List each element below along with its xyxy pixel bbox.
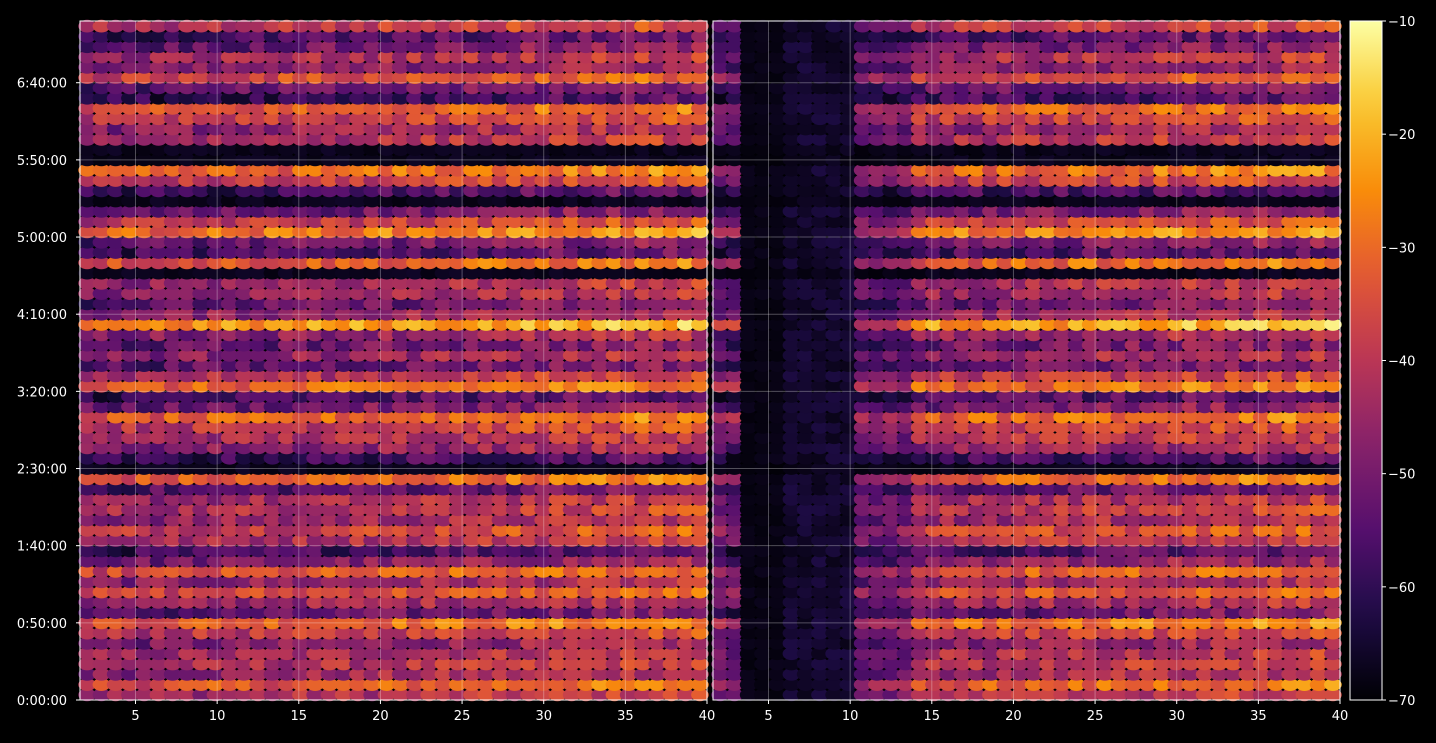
x-tick-label: 15 <box>291 709 308 724</box>
heatmap-panel-left: 5 10 15 20 25 30 35 40 <box>78 20 715 724</box>
x-tick-label: 10 <box>209 709 226 724</box>
x-tick-label: 35 <box>617 709 634 724</box>
x-tick-label: 40 <box>699 709 716 724</box>
x-tick-label: 20 <box>372 709 389 724</box>
x-tick-label: 25 <box>454 709 471 724</box>
x-tick-label: 30 <box>535 709 552 724</box>
heatmap-cell <box>691 20 709 33</box>
x-tick-label: 5 <box>131 709 139 724</box>
